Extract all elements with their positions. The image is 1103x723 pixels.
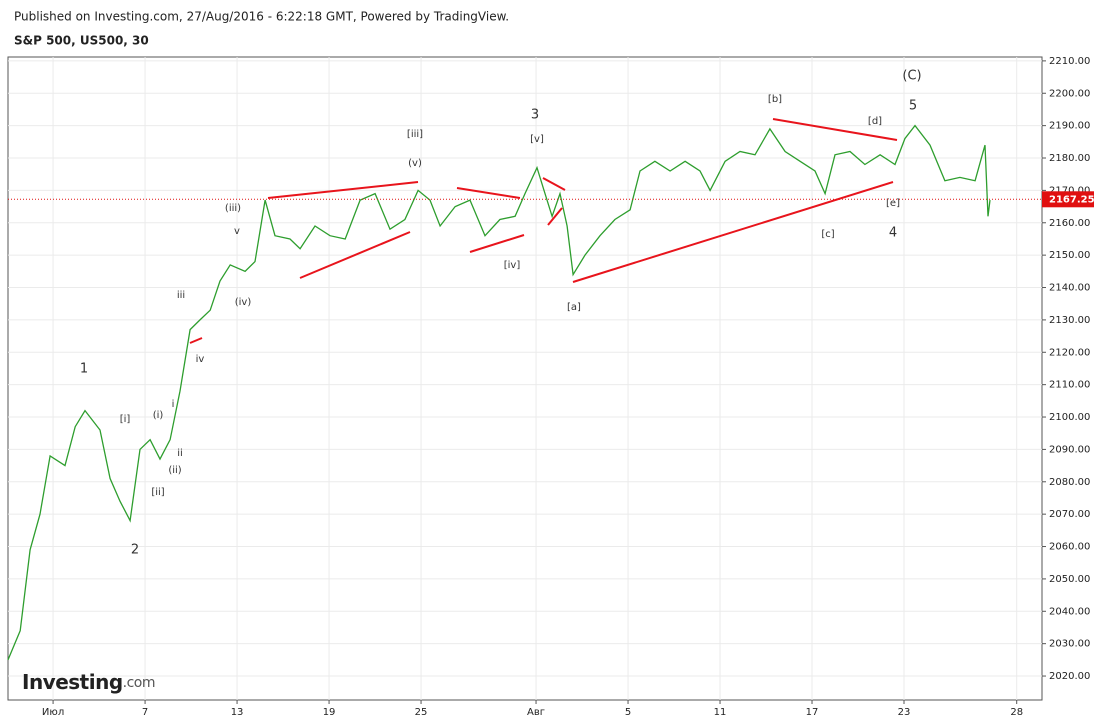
wave-label: [a] xyxy=(567,302,581,313)
x-tick-label: 28 xyxy=(1010,707,1023,718)
wave-label: (iv) xyxy=(235,297,252,308)
source-note: Published on Investing.com, 27/Aug/2016 … xyxy=(14,10,509,24)
wave-label: [e] xyxy=(886,198,900,209)
grid xyxy=(8,57,1042,700)
x-tick-label: Авг xyxy=(527,707,545,718)
logo-name: Investing xyxy=(22,670,123,694)
y-tick-label: 2130.00 xyxy=(1049,315,1090,326)
y-tick-label: 2050.00 xyxy=(1049,574,1090,585)
trendline xyxy=(267,181,419,199)
x-tick-label: 11 xyxy=(714,707,727,718)
y-tick-label: 2200.00 xyxy=(1049,88,1090,99)
wave-label: [iv] xyxy=(504,260,521,271)
y-tick-label: 2170.00 xyxy=(1049,185,1090,196)
x-tick-label: Июл xyxy=(42,707,64,718)
wave-label: i xyxy=(172,399,175,410)
y-tick-label: 2020.00 xyxy=(1049,671,1090,682)
trendline xyxy=(542,177,566,191)
wave-label: 4 xyxy=(889,226,897,241)
y-tick-label: 2040.00 xyxy=(1049,606,1090,617)
wave-label: 3 xyxy=(531,108,539,123)
y-tick-label: 2160.00 xyxy=(1049,218,1090,229)
wave-label: ii xyxy=(177,448,183,459)
logo: Investing.com xyxy=(22,670,155,694)
trendline xyxy=(547,207,563,226)
y-tick-label: 2080.00 xyxy=(1049,477,1090,488)
y-tick-label: 2150.00 xyxy=(1049,250,1090,261)
wave-label: [c] xyxy=(821,229,834,240)
wave-label: iii xyxy=(177,290,185,301)
wave-label: [b] xyxy=(768,94,782,105)
last-price-box xyxy=(1042,191,1094,208)
logo-suffix: .com xyxy=(123,675,155,691)
trendline xyxy=(299,231,411,279)
wave-label: 5 xyxy=(909,99,917,114)
y-tick-label: 2060.00 xyxy=(1049,542,1090,553)
x-tick-label: 17 xyxy=(806,707,819,718)
wave-label: v xyxy=(234,226,240,237)
wave-label: 2 xyxy=(131,543,139,558)
trendline xyxy=(772,118,898,141)
y-tick-label: 2140.00 xyxy=(1049,283,1090,294)
y-tick-label: 2030.00 xyxy=(1049,639,1090,650)
y-tick-label: 2190.00 xyxy=(1049,121,1090,132)
wave-label: (C) xyxy=(902,69,921,84)
wave-label: (ii) xyxy=(168,465,181,476)
y-tick-label: 2120.00 xyxy=(1049,347,1090,358)
x-tick-label: 7 xyxy=(142,707,148,718)
y-tick-label: 2180.00 xyxy=(1049,153,1090,164)
chart-title: S&P 500, US500, 30 xyxy=(14,34,149,48)
wave-label: (i) xyxy=(153,410,164,421)
trendline xyxy=(189,337,203,344)
wave-labels: (C) 5 [b] [d] [e] [c] 4 3 [v] [iii] (v) … xyxy=(80,69,922,558)
x-tick-label: 13 xyxy=(231,707,244,718)
x-tick-label: 19 xyxy=(323,707,336,718)
price-line xyxy=(7,124,991,661)
wave-label: [d] xyxy=(868,116,882,127)
y-tick-label: 2090.00 xyxy=(1049,444,1090,455)
trendlines xyxy=(189,118,898,344)
wave-label: iv xyxy=(196,354,205,365)
y-tick-label: 2100.00 xyxy=(1049,412,1090,423)
x-tick-label: 25 xyxy=(415,707,428,718)
wave-label: [v] xyxy=(530,134,544,145)
trendline xyxy=(469,234,525,253)
trendline xyxy=(456,187,521,199)
wave-label: 1 xyxy=(80,362,88,377)
plot-border xyxy=(7,56,1043,701)
y-tick-label: 2070.00 xyxy=(1049,509,1090,520)
x-tick-label: 23 xyxy=(898,707,911,718)
last-price-label: 2167.25 xyxy=(1049,194,1095,205)
wave-label: [iii] xyxy=(407,129,423,140)
trendline xyxy=(572,181,894,283)
wave-label: (v) xyxy=(408,158,422,169)
wave-label: [i] xyxy=(120,414,131,425)
wave-label: (iii) xyxy=(225,203,241,214)
x-tick-label: 5 xyxy=(625,707,631,718)
wave-label: [ii] xyxy=(151,487,164,498)
y-tick-label: 2110.00 xyxy=(1049,380,1090,391)
y-tick-label: 2210.00 xyxy=(1049,56,1090,67)
